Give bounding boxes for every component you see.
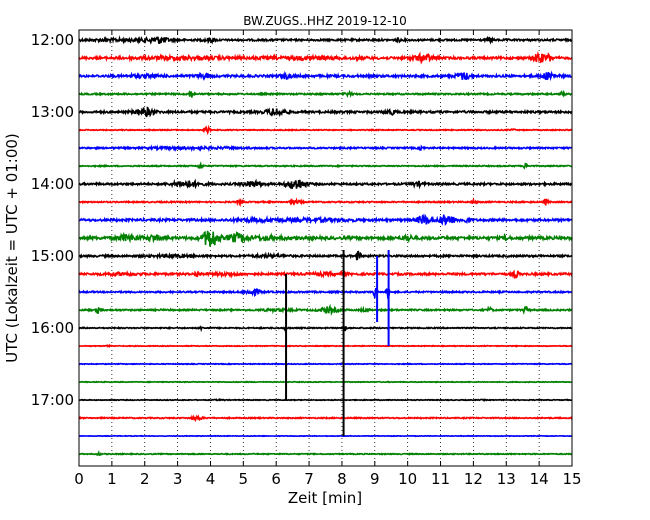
- x-tick-label: 1: [107, 470, 117, 488]
- x-tick-label: 7: [304, 470, 314, 488]
- trace-1545: [79, 303, 573, 317]
- x-tick-label: 3: [173, 470, 183, 488]
- x-tick-label: 12: [464, 470, 483, 488]
- y-tick-label: 15:00: [31, 247, 74, 265]
- trace-1445: [78, 230, 573, 247]
- trace-1730: [78, 434, 573, 438]
- trace-1615: [78, 343, 573, 348]
- trace-1215: [78, 51, 573, 65]
- y-tick-label: 16:00: [31, 319, 74, 337]
- x-tick-label: 2: [140, 470, 150, 488]
- x-tick-label: 10: [398, 470, 417, 488]
- trace-1530: [78, 287, 573, 299]
- trace-1500: [78, 250, 573, 261]
- trace-1745: [78, 450, 572, 457]
- plot-frame: [78, 29, 573, 467]
- x-tick-label: 9: [370, 470, 380, 488]
- trace-group: [78, 35, 573, 457]
- trace-1300: [78, 106, 573, 118]
- trace-1515: [78, 269, 573, 280]
- spike-group: [285, 250, 390, 436]
- x-tick-label: 11: [431, 470, 450, 488]
- x-tick-label: 8: [337, 470, 347, 488]
- chart-title: BW.ZUGS..HHZ 2019-12-10: [243, 14, 406, 28]
- y-tick-label: 13:00: [31, 103, 74, 121]
- trace-1700: [78, 397, 573, 402]
- x-tick-label: 14: [530, 470, 549, 488]
- y-tick-label: 12:00: [31, 31, 74, 49]
- trace-1645: [78, 380, 573, 384]
- grid-lines: [111, 30, 540, 466]
- trace-1430: [78, 213, 573, 227]
- x-tick-label: 13: [497, 470, 516, 488]
- y-tick-label: 17:00: [31, 391, 74, 409]
- x-axis-ticks: 0 1 2 3 4 5 6 7 8 9 10 11 12 13 14 15: [74, 30, 582, 488]
- trace-1200: [78, 35, 573, 45]
- trace-1600: [78, 324, 573, 333]
- trace-1315: [78, 124, 573, 136]
- y-axis-label: UTC (Lokalzeit = UTC + 01:00): [3, 133, 21, 363]
- trace-1415: [78, 197, 573, 208]
- y-tick-label: 14:00: [31, 175, 74, 193]
- trace-1715: [78, 414, 573, 423]
- x-tick-label: 5: [239, 470, 249, 488]
- trace-1245: [78, 89, 573, 99]
- x-axis-label: Zeit [min]: [288, 489, 362, 507]
- x-tick-label: 15: [562, 470, 581, 488]
- trace-1230: [78, 70, 573, 82]
- trace-1345: [78, 161, 573, 170]
- trace-1630: [78, 362, 573, 366]
- x-tick-label: 6: [271, 470, 281, 488]
- trace-1330: [78, 144, 573, 153]
- y-axis-ticks: 12:00 13:00 14:00 15:00 16:00 17:00: [31, 31, 572, 409]
- x-tick-label: 0: [74, 470, 84, 488]
- trace-1400: [78, 178, 573, 190]
- x-tick-label: 4: [206, 470, 216, 488]
